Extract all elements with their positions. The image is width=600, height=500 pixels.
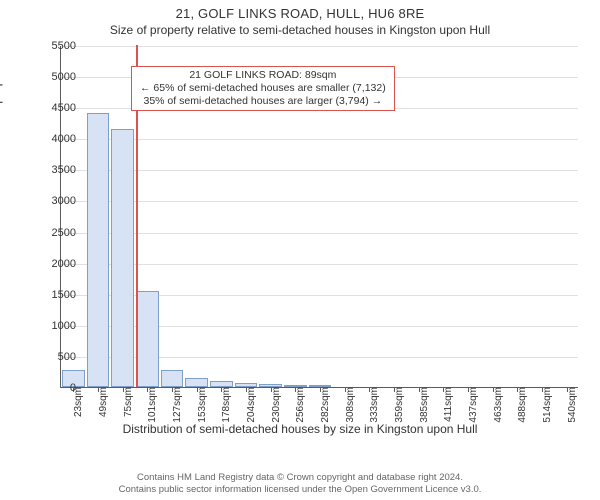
- gridline: [61, 201, 578, 202]
- ytick-label: 5000: [52, 71, 76, 83]
- ytick-label: 0: [70, 382, 76, 394]
- xtick-label: 204sqm: [246, 387, 257, 423]
- xtick-label: 540sqm: [567, 387, 578, 423]
- gridline: [61, 46, 578, 47]
- xtick-label: 333sqm: [369, 387, 380, 423]
- xtick-label: 127sqm: [172, 387, 183, 423]
- chart-container: Number of semi-detached properties 23sqm…: [0, 38, 600, 438]
- ytick-label: 2000: [52, 258, 76, 270]
- callout-box: 21 GOLF LINKS ROAD: 89sqm ← 65% of semi-…: [131, 66, 395, 111]
- xtick-label: 256sqm: [295, 387, 306, 423]
- xtick-label: 178sqm: [221, 387, 232, 423]
- xtick-label: 230sqm: [271, 387, 282, 423]
- xtick-label: 282sqm: [320, 387, 331, 423]
- plot-area: 23sqm49sqm75sqm101sqm127sqm153sqm178sqm2…: [60, 46, 578, 388]
- callout-line-2: ← 65% of semi-detached houses are smalle…: [140, 82, 386, 95]
- footnote-line-2: Contains public sector information licen…: [0, 484, 600, 496]
- xtick-label: 153sqm: [197, 387, 208, 423]
- xtick-label: 463sqm: [493, 387, 504, 423]
- page-title: 21, GOLF LINKS ROAD, HULL, HU6 8RE: [0, 0, 600, 21]
- xtick-label: 488sqm: [517, 387, 528, 423]
- bar: [136, 291, 159, 387]
- xtick-label: 514sqm: [542, 387, 553, 423]
- gridline: [61, 170, 578, 171]
- bar: [185, 378, 208, 387]
- ytick-label: 1500: [52, 289, 76, 301]
- ytick-label: 3500: [52, 164, 76, 176]
- bar: [161, 370, 184, 387]
- gridline: [61, 233, 578, 234]
- ytick-label: 4000: [52, 133, 76, 145]
- page-subtitle: Size of property relative to semi-detach…: [0, 21, 600, 37]
- xtick-label: 75sqm: [123, 387, 134, 417]
- xtick-label: 359sqm: [394, 387, 405, 423]
- ytick-label: 4500: [52, 102, 76, 114]
- callout-line-1: 21 GOLF LINKS ROAD: 89sqm: [140, 69, 386, 82]
- footnote-line-1: Contains HM Land Registry data © Crown c…: [0, 472, 600, 484]
- footnote: Contains HM Land Registry data © Crown c…: [0, 472, 600, 496]
- ytick-label: 2500: [52, 227, 76, 239]
- xtick-label: 437sqm: [468, 387, 479, 423]
- gridline: [61, 139, 578, 140]
- gridline: [61, 264, 578, 265]
- xtick-label: 308sqm: [345, 387, 356, 423]
- bar: [111, 129, 134, 387]
- x-axis-label: Distribution of semi-detached houses by …: [0, 422, 600, 436]
- xtick-label: 385sqm: [419, 387, 430, 423]
- ytick-label: 5500: [52, 40, 76, 52]
- xtick-label: 101sqm: [147, 387, 158, 423]
- bar: [87, 113, 110, 387]
- xtick-label: 411sqm: [443, 387, 454, 422]
- ytick-label: 500: [58, 351, 76, 363]
- callout-line-3: 35% of semi-detached houses are larger (…: [140, 95, 386, 108]
- ytick-label: 1000: [52, 320, 76, 332]
- xtick-label: 49sqm: [98, 387, 109, 417]
- ytick-label: 3000: [52, 195, 76, 207]
- y-axis-label: Number of semi-detached properties: [0, 50, 3, 245]
